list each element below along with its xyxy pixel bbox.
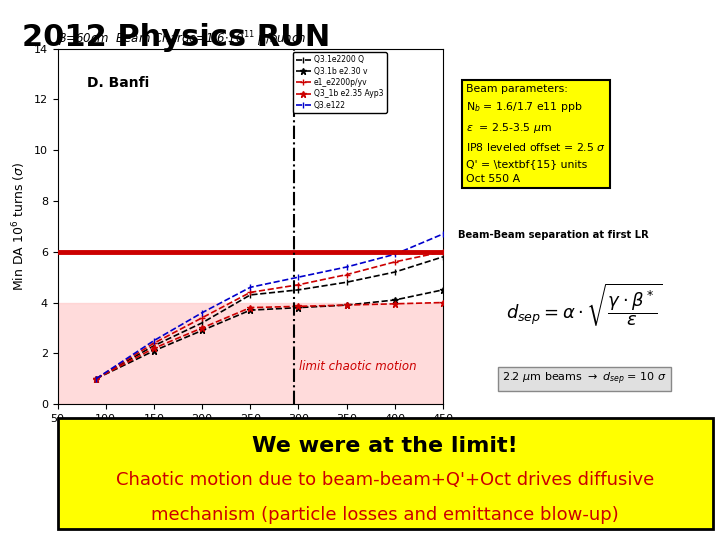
Q3.1e2200 Q (390, 269, 399, 275)
Line: e1_e2200p/yv: e1_e2200p/yv (93, 248, 446, 382)
Q3.1b e2.30 v (438, 287, 447, 293)
Q3_1b e2.35 Ayp3 (390, 301, 399, 307)
Text: 2.2 $\mu$m beams $\rightarrow$ $d_{sep}$ = 10 $\sigma$: 2.2 $\mu$m beams $\rightarrow$ $d_{sep}$… (502, 371, 667, 387)
Q3.1e2200 Q (150, 342, 158, 349)
Q3.e122 (294, 274, 303, 280)
Text: D. Banfi: D. Banfi (86, 76, 149, 90)
Text: mechanism (particle losses and emittance blow-up): mechanism (particle losses and emittance… (151, 506, 619, 524)
Q3.1b e2.30 v (342, 302, 351, 308)
Line: Q3.1e2200 Q: Q3.1e2200 Q (93, 253, 446, 382)
e1_e2200p/yv (198, 314, 207, 321)
Q3_1b e2.35 Ayp3 (92, 375, 101, 382)
Q3_1b e2.35 Ayp3 (246, 305, 255, 311)
Q3.1e2200 Q (198, 320, 207, 326)
Q3.e122 (198, 309, 207, 316)
e1_e2200p/yv (150, 340, 158, 346)
Q3.e122 (390, 251, 399, 258)
Q3.1b e2.30 v (198, 327, 207, 334)
e1_e2200p/yv (438, 248, 447, 255)
Q3.1b e2.30 v (150, 348, 158, 354)
Q3.e122 (342, 264, 351, 270)
Q3.1e2200 Q (342, 279, 351, 286)
Q3.e122 (246, 284, 255, 291)
Text: 2012 Physics RUN: 2012 Physics RUN (22, 23, 330, 52)
Q3_1b e2.35 Ayp3 (438, 299, 447, 306)
e1_e2200p/yv (294, 281, 303, 288)
Line: Q3.e122: Q3.e122 (93, 231, 446, 382)
Q3.1b e2.30 v (294, 305, 303, 311)
Text: $\beta$=60cm  Beam Charge=1.6$\cdot$10$^{11}$ $p/bunch$: $\beta$=60cm Beam Charge=1.6$\cdot$10$^{… (58, 29, 306, 49)
Text: Beam parameters:
N$_b$ = 1.6/1.7 e11 ppb
$\varepsilon$  = 2.5-3.5 $\mu$m
IP8 lev: Beam parameters: N$_b$ = 1.6/1.7 e11 ppb… (466, 84, 606, 184)
Q3_1b e2.35 Ayp3 (198, 325, 207, 331)
e1_e2200p/yv (92, 375, 101, 382)
Q3.e122 (438, 231, 447, 237)
Q3_1b e2.35 Ayp3 (294, 303, 303, 309)
Q3.e122 (92, 375, 101, 382)
Q3.1e2200 Q (438, 254, 447, 260)
X-axis label: Xangle ($\mu$rad): Xangle ($\mu$rad) (207, 429, 294, 447)
Q3_1b e2.35 Ayp3 (150, 345, 158, 352)
e1_e2200p/yv (390, 259, 399, 265)
Y-axis label: Min DA 10$^6$ turns ($\sigma$): Min DA 10$^6$ turns ($\sigma$) (11, 162, 28, 291)
Q3.1b e2.30 v (246, 307, 255, 313)
e1_e2200p/yv (342, 272, 351, 278)
Line: Q3_1b e2.35 Ayp3: Q3_1b e2.35 Ayp3 (93, 299, 446, 382)
Q3.1b e2.30 v (390, 297, 399, 303)
Text: Chaotic motion due to beam-beam+Q'+Oct drives diffusive: Chaotic motion due to beam-beam+Q'+Oct d… (116, 471, 654, 489)
Q3.1e2200 Q (246, 292, 255, 298)
Q3.e122 (150, 338, 158, 344)
Line: Q3.1b e2.30 v: Q3.1b e2.30 v (93, 286, 446, 382)
Q3_1b e2.35 Ayp3 (342, 302, 351, 308)
Legend: Q3.1e2200 Q, Q3.1b e2.30 v, e1_e2200p/yv, Q3_1b e2.35 Ayp3, Q3.e122: Q3.1e2200 Q, Q3.1b e2.30 v, e1_e2200p/yv… (292, 52, 387, 113)
FancyBboxPatch shape (58, 418, 713, 529)
Q3.1e2200 Q (92, 375, 101, 382)
Q3.1e2200 Q (294, 287, 303, 293)
Q3.1b e2.30 v (92, 375, 101, 382)
Text: Beam-Beam separation at first LR: Beam-Beam separation at first LR (459, 230, 649, 240)
Bar (58, 302, 443, 404)
Text: limit chaotic motion: limit chaotic motion (300, 360, 417, 373)
Text: We were at the limit!: We were at the limit! (252, 436, 518, 456)
Text: $d_{sep} = \alpha \cdot \sqrt{\dfrac{\gamma \cdot \beta^*}{\epsilon}}$: $d_{sep} = \alpha \cdot \sqrt{\dfrac{\ga… (506, 281, 662, 328)
e1_e2200p/yv (246, 289, 255, 295)
